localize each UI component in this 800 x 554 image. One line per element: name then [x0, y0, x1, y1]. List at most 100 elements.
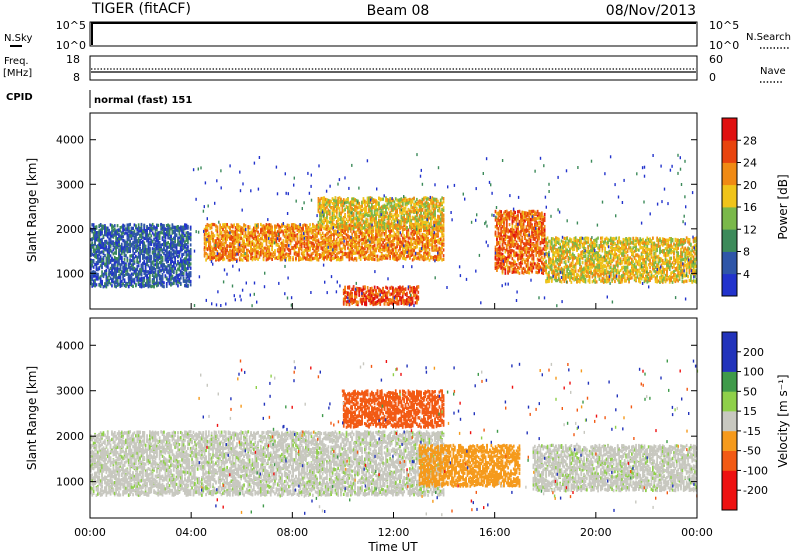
- heatmap-cell: [172, 270, 175, 274]
- heatmap-cell: [147, 280, 150, 284]
- heatmap-cell: [161, 250, 164, 254]
- heatmap-cell: [224, 253, 227, 257]
- heatmap-cell: [126, 250, 129, 254]
- heatmap-cell: [164, 265, 167, 269]
- heatmap-cell: [109, 243, 112, 247]
- heatmap-cell: [118, 260, 120, 264]
- heatmap-cell: [165, 250, 168, 254]
- heatmap-cell: [168, 226, 171, 230]
- heatmap-cell: [157, 250, 160, 254]
- heatmap-cell: [139, 226, 141, 230]
- heatmap-cell: [240, 252, 243, 257]
- heatmap-cell: [126, 259, 129, 263]
- heatmap-cell: [217, 244, 220, 248]
- heatmap-cell: [216, 237, 219, 241]
- heatmap-cell: [122, 235, 125, 239]
- heatmap-cell: [90, 260, 92, 264]
- heatmap-cell: [328, 227, 331, 231]
- heatmap-cell: [217, 238, 220, 242]
- heatmap-cell: [224, 237, 227, 241]
- heatmap-cell: [146, 282, 148, 286]
- heatmap-cell: [163, 230, 165, 234]
- heatmap-cell: [106, 248, 109, 252]
- heatmap-cell: [139, 239, 141, 243]
- heatmap-cell: [160, 255, 163, 259]
- heatmap-cell: [230, 234, 233, 239]
- heatmap-cell: [172, 261, 175, 265]
- heatmap-cell: [146, 235, 148, 239]
- heatmap-cell: [246, 234, 248, 238]
- heatmap-cell: [91, 264, 94, 268]
- heatmap-cell: [182, 227, 185, 231]
- heatmap-cell: [174, 275, 177, 280]
- heatmap-cell: [146, 248, 148, 252]
- heatmap-cell: [177, 273, 179, 278]
- heatmap-cell: [226, 249, 229, 253]
- heatmap-cell: [119, 254, 122, 259]
- heatmap-cell: [234, 241, 237, 245]
- heatmap-cell: [116, 263, 119, 267]
- heatmap-cell: [302, 226, 304, 230]
- heatmap-cell: [223, 242, 226, 246]
- heatmap-cell: [163, 228, 165, 232]
- heatmap-cell: [113, 227, 116, 231]
- heatmap-cell: [165, 242, 168, 246]
- heatmap-cell: [216, 229, 219, 233]
- heatmap-cell: [101, 279, 103, 283]
- heatmap-cell: [123, 263, 126, 267]
- heatmap-cell: [168, 267, 171, 272]
- radar-title: TIGER (fitACF): [91, 1, 191, 17]
- heatmap-cell: [139, 268, 141, 272]
- heatmap-cell: [108, 245, 111, 249]
- heatmap-cell: [179, 237, 182, 241]
- heatmap-cell: [99, 223, 102, 227]
- heatmap-cell: [185, 235, 188, 239]
- heatmap-cell: [181, 271, 184, 275]
- heatmap-cell: [244, 235, 247, 239]
- heatmap-cell: [247, 239, 250, 243]
- heatmap-cell: [122, 274, 125, 278]
- heatmap-cell: [229, 242, 231, 246]
- heatmap-cell: [106, 231, 109, 236]
- heatmap-cell: [163, 270, 165, 274]
- heatmap-cell: [271, 257, 274, 261]
- heatmap-cell: [99, 251, 102, 255]
- heatmap-cell: [157, 223, 160, 227]
- heatmap-cell: [106, 226, 109, 230]
- heatmap-cell: [231, 224, 234, 229]
- heatmap-cell: [151, 231, 154, 235]
- heatmap-cell: [154, 240, 157, 244]
- heatmap-cell: [261, 242, 264, 246]
- heatmap-cell: [130, 231, 133, 235]
- heatmap-cell: [118, 240, 120, 244]
- heatmap-cell: [230, 244, 233, 248]
- heatmap-cell: [158, 277, 161, 281]
- heatmap-cell: [119, 237, 122, 241]
- heatmap-cell: [181, 233, 184, 237]
- heatmap-cell: [247, 248, 250, 252]
- heatmap-cell: [203, 251, 206, 255]
- heatmap-cell: [130, 267, 133, 271]
- heatmap-cell: [171, 231, 174, 235]
- heatmap-cell: [219, 228, 222, 232]
- heatmap-cell: [243, 223, 245, 227]
- heatmap-cell: [123, 247, 126, 252]
- heatmap-cell: [220, 241, 223, 245]
- heatmap-cell: [158, 248, 161, 252]
- heatmap-cell: [115, 248, 118, 252]
- heatmap-cell: [113, 242, 116, 246]
- heatmap-cell: [434, 255, 436, 259]
- heatmap-cell: [125, 231, 127, 235]
- heatmap-cell: [335, 247, 338, 251]
- heatmap-cell: [236, 227, 238, 231]
- heatmap-cell: [206, 226, 209, 230]
- heatmap-cell: [111, 232, 113, 236]
- heatmap-cell: [230, 252, 233, 256]
- heatmap-cell: [115, 267, 118, 271]
- heatmap-cell: [234, 248, 237, 252]
- heatmap-cell: [248, 241, 251, 245]
- heatmap-cell: [122, 223, 125, 227]
- heatmap-cell: [243, 254, 245, 258]
- heatmap-cell: [113, 282, 116, 286]
- heatmap-cell: [184, 240, 186, 244]
